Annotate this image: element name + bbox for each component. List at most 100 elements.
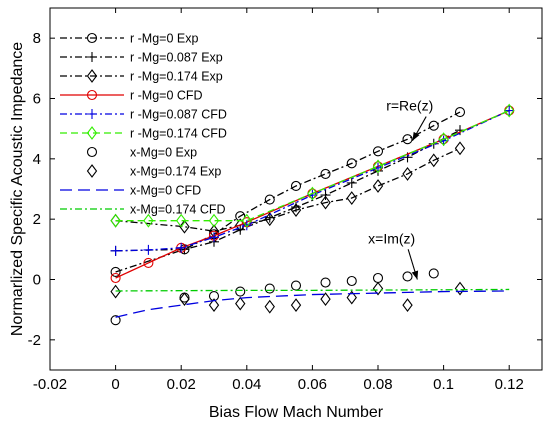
legend-marker xyxy=(87,52,97,62)
legend-entry: x-Mg=0 CFD xyxy=(60,184,201,198)
legend-label: r -Mg=0.174 CFD xyxy=(130,127,227,141)
data-point xyxy=(235,296,246,311)
series-8 xyxy=(110,281,466,314)
legend-marker xyxy=(86,69,98,83)
data-point xyxy=(264,283,275,294)
data-point xyxy=(208,213,220,228)
legend-entry: r -Mg=0 Exp xyxy=(60,32,198,46)
data-point xyxy=(372,272,384,284)
data-point xyxy=(428,120,439,131)
data-point xyxy=(320,168,331,179)
data-point xyxy=(428,268,439,279)
data-point xyxy=(110,315,121,326)
legend-entry: r -Mg=0.174 Exp xyxy=(60,69,223,84)
annotation-arrowhead xyxy=(412,131,420,141)
legend-entry: r -Mg=0.174 CFD xyxy=(60,126,227,141)
y-tick-label: 2 xyxy=(33,211,41,228)
data-point xyxy=(372,146,384,157)
data-point xyxy=(290,280,302,291)
y-tick-label: 4 xyxy=(33,151,41,168)
data-point xyxy=(372,179,384,193)
data-point xyxy=(143,244,154,255)
data-point xyxy=(346,290,357,305)
data-point xyxy=(264,212,275,227)
annotation-label: x=Im(z) xyxy=(368,230,415,246)
data-point xyxy=(346,191,357,205)
legend-entry: x-Mg=0.174 CFD xyxy=(60,203,226,217)
data-point xyxy=(438,132,449,147)
series-line xyxy=(115,109,510,222)
legend-marker xyxy=(86,164,98,178)
legend-label: r -Mg=0.087 CFD xyxy=(130,108,227,122)
legend-entry: r -Mg=0.087 CFD xyxy=(60,108,227,122)
axis-ticks: -0.02 0 0.02 0.04 0.06 0.08 0.1 0.12 -2 0 2 4 6 8 xyxy=(28,8,542,393)
x-tick-label: 0 xyxy=(111,376,119,393)
x-tick-label: 0.12 xyxy=(495,376,524,393)
data-point xyxy=(372,159,384,174)
data-point xyxy=(454,107,466,118)
y-tick-label: 0 xyxy=(33,272,41,289)
data-point xyxy=(290,180,302,192)
data-point xyxy=(402,298,413,313)
legend-marker xyxy=(87,109,97,119)
data-point xyxy=(504,105,515,116)
x-tick-label: 0.06 xyxy=(298,376,327,393)
legend-label: x-Mg=0 CFD xyxy=(130,184,201,198)
x-tick-label: 0.1 xyxy=(433,376,454,393)
y-tick-label: 6 xyxy=(33,91,41,108)
legend-label: x-Mg=0.174 CFD xyxy=(130,203,226,217)
data-point xyxy=(320,190,331,201)
data-point xyxy=(307,186,318,201)
series-layer xyxy=(110,103,515,326)
data-point xyxy=(209,232,219,243)
legend-label: x-Mg=0 Exp xyxy=(130,146,197,160)
legend-label: r -Mg=0.087 Exp xyxy=(130,51,223,65)
annotation-label: r=Re(z) xyxy=(386,98,433,114)
data-point xyxy=(428,153,439,168)
data-point xyxy=(176,213,187,228)
legend-label: r -Mg=0.174 Exp xyxy=(130,70,223,84)
legend-label: r -Mg=0 Exp xyxy=(130,32,198,46)
legend-marker xyxy=(86,89,98,101)
legend-label: r -Mg=0 CFD xyxy=(130,89,203,103)
series-line xyxy=(115,288,510,292)
data-point xyxy=(402,271,413,282)
legend-marker xyxy=(86,126,98,140)
legend-marker xyxy=(86,146,98,158)
data-point xyxy=(241,213,252,228)
data-point xyxy=(402,134,413,145)
data-point xyxy=(176,242,187,253)
series-line xyxy=(115,129,461,252)
annotations: r=Re(z) x=Im(z) xyxy=(368,98,433,280)
data-point xyxy=(264,299,275,314)
data-point xyxy=(346,177,357,188)
data-point xyxy=(110,284,121,299)
legend-entry: r -Mg=0.087 Exp xyxy=(60,51,223,65)
series-10 xyxy=(115,288,510,292)
x-tick-label: 0.04 xyxy=(232,376,261,393)
data-point xyxy=(290,203,302,218)
data-point xyxy=(208,298,220,313)
data-point xyxy=(504,103,515,118)
x-tick-label: 0.02 xyxy=(167,376,196,393)
data-point xyxy=(320,195,331,210)
data-point xyxy=(264,194,275,205)
data-point xyxy=(110,272,121,284)
x-axis-label: Bias Flow Mach Number xyxy=(209,404,384,421)
data-point xyxy=(110,266,121,278)
legend-entry: r -Mg=0 CFD xyxy=(60,89,203,103)
y-tick-label: 8 xyxy=(33,30,41,47)
data-point xyxy=(454,281,466,296)
legend-entry: x-Mg=0 Exp xyxy=(86,146,197,160)
data-point xyxy=(241,220,252,231)
legend-label: x-Mg=0.174 Exp xyxy=(130,165,221,179)
data-point xyxy=(320,277,331,288)
series-line xyxy=(115,290,510,318)
data-point xyxy=(402,167,413,181)
y-tick-label: -2 xyxy=(28,332,41,349)
series-line xyxy=(115,147,461,232)
legend-entry: x-Mg=0.174 Exp xyxy=(86,164,221,179)
plot-frame xyxy=(49,7,543,371)
data-point xyxy=(320,292,331,307)
